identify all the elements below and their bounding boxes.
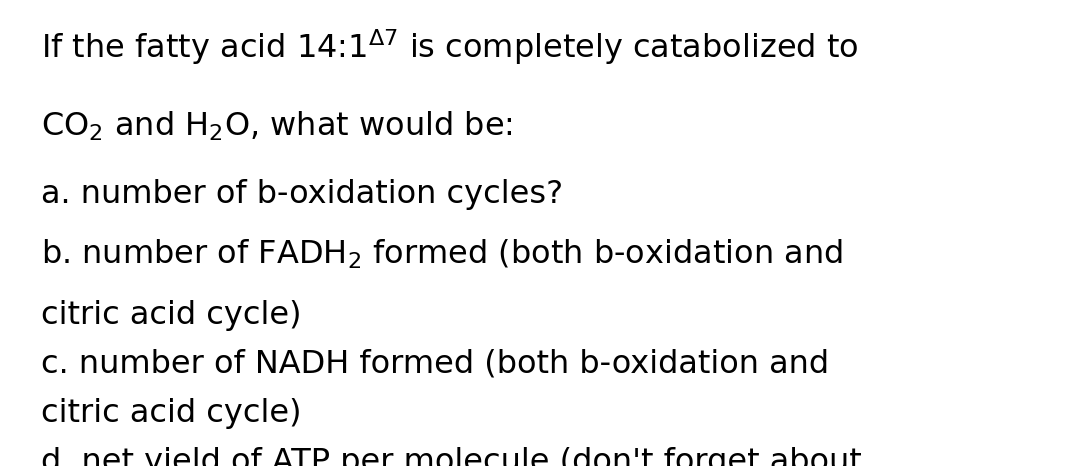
Text: d. net yield of ATP per molecule (don't forget about: d. net yield of ATP per molecule (don't … bbox=[41, 446, 862, 466]
Text: If the fatty acid 14:1$^{\Delta7}$ is completely catabolized to: If the fatty acid 14:1$^{\Delta7}$ is co… bbox=[41, 27, 859, 67]
Text: b. number of FADH$_2$ formed (both b-oxidation and: b. number of FADH$_2$ formed (both b-oxi… bbox=[41, 237, 843, 271]
Text: CO$_2$ and H$_2$O, what would be:: CO$_2$ and H$_2$O, what would be: bbox=[41, 109, 513, 143]
Text: a. number of b-oxidation cycles?: a. number of b-oxidation cycles? bbox=[41, 178, 563, 210]
Text: citric acid cycle): citric acid cycle) bbox=[41, 300, 301, 331]
Text: citric acid cycle): citric acid cycle) bbox=[41, 397, 301, 429]
Text: c. number of NADH formed (both b-oxidation and: c. number of NADH formed (both b-oxidati… bbox=[41, 349, 829, 380]
